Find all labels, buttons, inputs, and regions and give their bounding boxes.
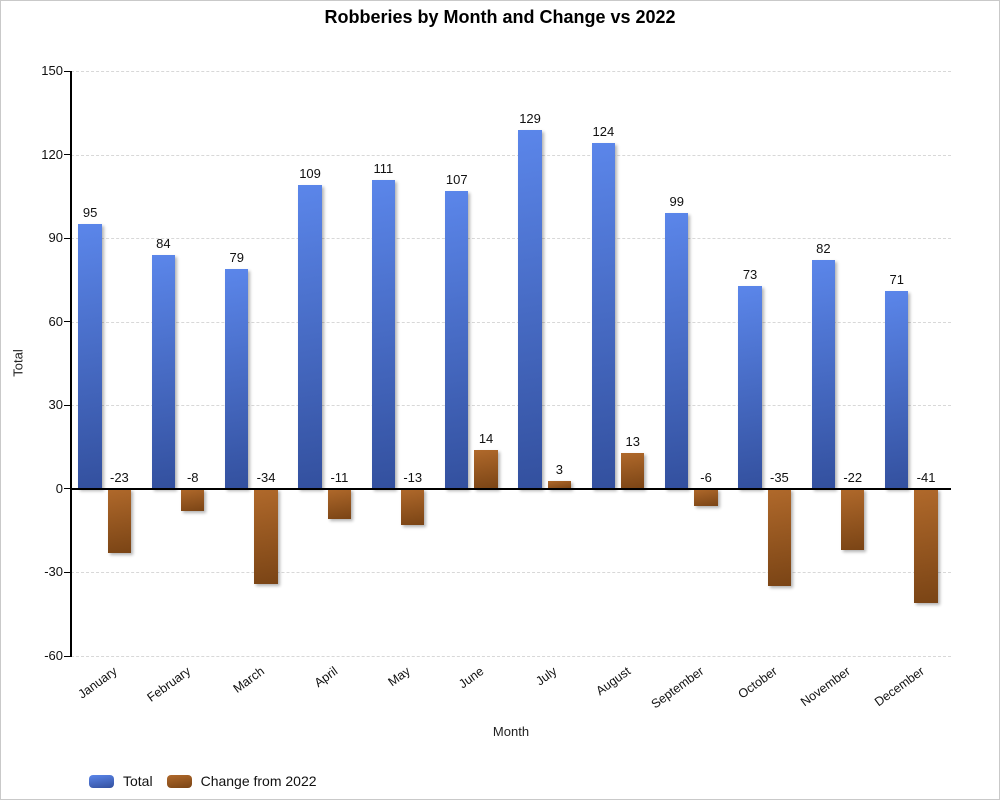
zero-axis-line <box>71 487 951 490</box>
value-label: 84 <box>156 235 171 251</box>
bar-change-from-2022-february <box>181 488 205 512</box>
value-label: 107 <box>445 171 468 187</box>
bar-total-july <box>518 129 542 489</box>
value-label: 109 <box>299 166 321 182</box>
bar-total-june <box>445 190 469 489</box>
gridline <box>71 154 951 156</box>
bar-change-from-2022-july <box>547 480 572 489</box>
value-label: 3 <box>555 461 563 477</box>
bar-change-from-2022-december <box>914 488 938 604</box>
value-label: 71 <box>889 272 904 288</box>
y-axis-tick <box>64 404 71 406</box>
gridline <box>71 238 951 240</box>
value-label: -8 <box>186 469 199 485</box>
value-label: -35 <box>769 469 789 485</box>
x-tick-label: July <box>533 664 560 689</box>
value-label: 73 <box>742 266 758 282</box>
bar-change-from-2022-may <box>401 488 425 526</box>
change-series-swatch <box>166 774 192 788</box>
value-label: -23 <box>109 469 129 485</box>
gridline <box>71 656 951 657</box>
bar-change-from-2022-august <box>621 452 645 489</box>
gridline <box>71 405 951 407</box>
y-axis-title: Total <box>10 349 26 377</box>
legend-item-change[interactable]: Change from 2022 <box>166 773 317 789</box>
bar-total-september <box>665 213 689 489</box>
x-tick-label: September <box>648 664 707 712</box>
bar-total-may <box>371 179 396 489</box>
bar-total-january <box>78 224 102 489</box>
value-label: -6 <box>700 469 712 485</box>
x-tick-label: April <box>311 664 340 691</box>
bar-change-from-2022-march <box>254 488 278 584</box>
x-axis-title: Month <box>492 724 530 739</box>
y-axis-tick <box>64 571 71 573</box>
x-tick-label: October <box>735 664 780 702</box>
legend-label-total: Total <box>123 773 153 789</box>
y-tick-label: 120 <box>41 146 63 162</box>
x-tick-label: February <box>144 664 194 705</box>
y-axis-tick <box>64 655 71 657</box>
y-axis-tick <box>64 154 71 156</box>
x-tick-label: May <box>385 664 414 690</box>
gridline <box>71 572 951 574</box>
y-axis-tick <box>64 70 71 72</box>
value-label: 124 <box>592 124 615 140</box>
x-tick-label: January <box>75 664 120 702</box>
bar-change-from-2022-september <box>694 488 718 506</box>
value-label: 111 <box>373 160 394 176</box>
y-tick-label: -60 <box>44 648 63 663</box>
x-tick-label: August <box>593 664 634 699</box>
legend-item-total[interactable]: Total <box>89 773 153 789</box>
bar-total-march <box>225 268 249 489</box>
x-tick-label: November <box>798 664 854 710</box>
bar-total-february <box>151 254 176 489</box>
y-tick-label: -30 <box>44 564 63 580</box>
value-label: 129 <box>519 110 541 126</box>
x-tick-label: December <box>871 664 927 710</box>
legend-label-change: Change from 2022 <box>200 773 317 789</box>
bar-total-april <box>298 185 322 489</box>
value-label: 95 <box>82 205 98 221</box>
value-label: 14 <box>478 430 494 446</box>
value-label: -11 <box>330 469 349 485</box>
bar-total-november <box>811 260 836 489</box>
chart-title: Robberies by Month and Change vs 2022 <box>324 7 676 27</box>
y-tick-label: 150 <box>41 63 63 78</box>
bar-change-from-2022-january <box>107 488 132 553</box>
y-axis-tick <box>64 321 71 323</box>
total-series-swatch <box>89 774 114 788</box>
gridline <box>71 71 951 72</box>
value-label: 82 <box>816 241 831 257</box>
plot-area: 150 120 90 60 30 0 -30 -60 95 84 79 109 111 107 129 124… <box>41 63 951 711</box>
value-label: -22 <box>843 469 863 485</box>
y-axis-tick <box>64 237 71 239</box>
bar-change-from-2022-november <box>841 488 865 551</box>
bar-change-from-2022-october <box>767 488 792 587</box>
value-label: -41 <box>916 469 936 485</box>
x-tick-label: March <box>230 664 267 696</box>
value-label: -34 <box>256 469 276 485</box>
y-tick-label: 30 <box>48 397 63 413</box>
y-axis-tick <box>64 488 71 490</box>
bar-change-from-2022-june <box>474 449 498 489</box>
bar-change-from-2022-april <box>327 488 352 520</box>
y-tick-label: 90 <box>48 230 63 246</box>
x-tick-label: June <box>456 664 487 692</box>
y-tick-label: 60 <box>48 313 63 329</box>
value-label: 79 <box>229 249 244 265</box>
y-tick-label: 0 <box>55 480 63 496</box>
value-label: 13 <box>625 433 640 449</box>
bar-total-august <box>591 143 616 489</box>
legend: Total Change from 2022 <box>89 773 331 789</box>
value-label: -13 <box>403 469 423 485</box>
value-label: 99 <box>669 194 684 210</box>
bar-total-october <box>738 285 762 489</box>
bar-total-december <box>885 291 909 489</box>
gridline <box>71 321 951 323</box>
y-axis-line <box>70 71 72 657</box>
